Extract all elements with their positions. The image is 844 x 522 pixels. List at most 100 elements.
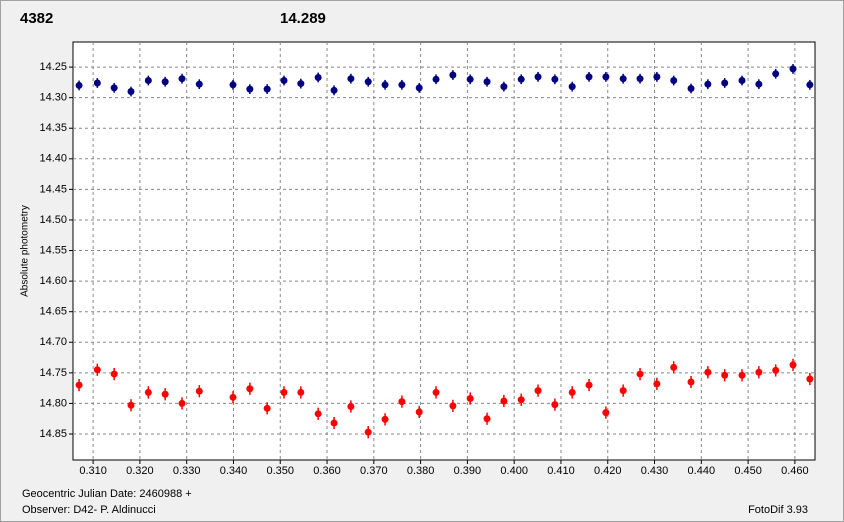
data-point <box>330 86 338 94</box>
data-point <box>398 81 406 89</box>
y-tick-label: 14.80 <box>39 397 67 409</box>
data-point <box>161 78 169 86</box>
data-point <box>347 75 355 83</box>
footer-text: Geocentric Julian Date: 2460988 + <box>22 488 192 500</box>
x-tick-label: 0.330 <box>173 465 201 477</box>
data-point <box>687 378 695 386</box>
data-point <box>178 75 186 83</box>
x-tick-label: 0.360 <box>313 465 341 477</box>
data-point <box>449 71 457 79</box>
data-point <box>449 402 457 410</box>
x-tick-label: 0.410 <box>547 465 575 477</box>
data-point <box>602 409 610 417</box>
data-point <box>772 366 780 374</box>
data-point <box>398 398 406 406</box>
x-tick-label: 0.340 <box>220 465 248 477</box>
data-point <box>755 368 763 376</box>
x-tick-label: 0.380 <box>407 465 435 477</box>
x-tick-label: 0.310 <box>79 465 107 477</box>
y-tick-label: 14.40 <box>39 153 67 165</box>
data-point <box>602 73 610 81</box>
data-point <box>704 80 712 88</box>
data-point <box>789 361 797 369</box>
data-point <box>195 387 203 395</box>
data-point <box>704 368 712 376</box>
data-point <box>297 80 305 88</box>
data-point <box>246 85 254 93</box>
series-header: 14.289 <box>280 10 326 27</box>
data-point <box>330 419 338 427</box>
data-point <box>806 375 814 383</box>
data-point <box>93 79 101 87</box>
data-point <box>738 371 746 379</box>
data-point <box>483 78 491 86</box>
data-point <box>483 415 491 423</box>
data-point <box>687 84 695 92</box>
footer-text: FotoDif 3.93 <box>748 504 808 516</box>
data-point <box>721 371 729 379</box>
y-tick-label: 14.75 <box>39 367 67 379</box>
data-point <box>636 75 644 83</box>
data-point <box>229 81 237 89</box>
y-tick-label: 14.25 <box>39 61 67 73</box>
data-point <box>534 73 542 81</box>
data-point <box>551 75 559 83</box>
data-point <box>364 428 372 436</box>
data-point <box>415 84 423 92</box>
y-tick-label: 14.60 <box>39 275 67 287</box>
y-tick-label: 14.50 <box>39 214 67 226</box>
data-point <box>127 88 135 96</box>
data-point <box>670 363 678 371</box>
data-point <box>110 84 118 92</box>
data-point <box>110 370 118 378</box>
data-point <box>636 370 644 378</box>
data-point <box>93 366 101 374</box>
data-point <box>619 387 627 395</box>
x-tick-label: 0.350 <box>266 465 294 477</box>
y-tick-label: 14.85 <box>39 428 67 440</box>
data-point <box>551 401 559 409</box>
data-point <box>432 75 440 83</box>
data-point <box>415 408 423 416</box>
data-point <box>466 395 474 403</box>
data-point <box>144 77 152 85</box>
data-point <box>466 75 474 83</box>
y-tick-label: 14.35 <box>39 122 67 134</box>
data-point <box>517 75 525 83</box>
data-point <box>568 83 576 91</box>
y-tick-label: 14.30 <box>39 92 67 104</box>
data-point <box>178 399 186 407</box>
data-point <box>280 388 288 396</box>
data-point <box>314 410 322 418</box>
data-point <box>381 81 389 89</box>
data-point <box>364 78 372 86</box>
data-point <box>534 387 542 395</box>
x-tick-label: 0.420 <box>594 465 622 477</box>
data-point <box>347 402 355 410</box>
data-point <box>670 77 678 85</box>
data-point <box>568 388 576 396</box>
footer-text: Observer: D42- P. Aldinucci <box>22 504 156 516</box>
data-point <box>246 385 254 393</box>
data-point <box>127 401 135 409</box>
data-point <box>75 381 83 389</box>
data-point <box>381 415 389 423</box>
y-tick-label: 14.55 <box>39 244 67 256</box>
data-point <box>500 397 508 405</box>
data-point <box>297 388 305 396</box>
data-point <box>517 396 525 404</box>
x-tick-label: 0.440 <box>688 465 716 477</box>
x-tick-label: 0.400 <box>500 465 528 477</box>
data-point <box>772 70 780 78</box>
data-point <box>500 83 508 91</box>
x-tick-label: 0.370 <box>360 465 388 477</box>
y-tick-label: 14.65 <box>39 306 67 318</box>
y-tick-label: 14.45 <box>39 183 67 195</box>
data-point <box>263 404 271 412</box>
series-header: 4382 <box>20 10 53 27</box>
data-point <box>653 73 661 81</box>
x-tick-label: 0.460 <box>781 465 809 477</box>
data-point <box>721 79 729 87</box>
data-point <box>789 65 797 73</box>
